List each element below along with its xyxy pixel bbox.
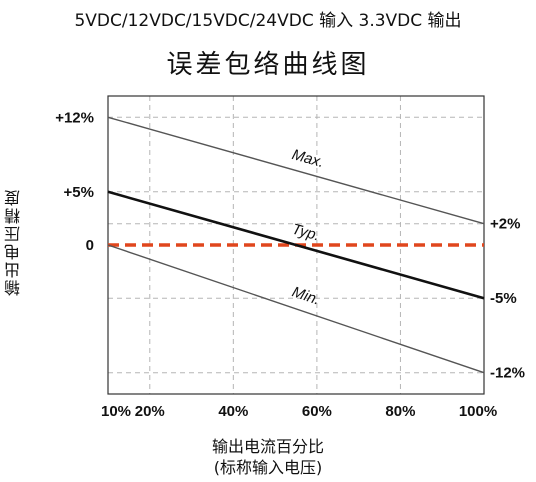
x-axis-label-line2: (标称输入电压) [213, 458, 323, 477]
y-tick-label-left: +12% [55, 109, 94, 126]
x-tick-label: 60% [302, 403, 332, 420]
x-tick-label: 80% [385, 403, 415, 420]
x-axis-label-line1: 输出电流百分比 [211, 437, 324, 456]
series-line-typ [107, 190, 485, 300]
y-tick-label-left: 0 [86, 237, 94, 254]
x-tick-label: 100% [459, 403, 497, 420]
series-line-max [107, 116, 485, 225]
y-tick-label-right: +2% [490, 216, 520, 233]
series-line-min [107, 244, 485, 374]
x-tick-label: 20% [135, 403, 165, 420]
x-tick-label: 10% [101, 403, 131, 420]
x-axis-label: 输出电流百分比 (标称输入电压) [0, 436, 536, 478]
chart-series: Max.Typ.Min. [107, 116, 485, 374]
series-label-max: Max. [290, 146, 326, 171]
y-tick-label-right: -12% [490, 365, 525, 382]
series-label-typ: Typ. [290, 221, 322, 245]
chart-title: 误差包络曲线图 [166, 50, 370, 80]
y-tick-label-left: +5% [64, 184, 94, 201]
y-tick-label-right: -5% [490, 290, 517, 307]
chart-header: 5VDC/12VDC/15VDC/24VDC 输入 3.3VDC 输出 [74, 11, 462, 31]
x-tick-label: 40% [218, 403, 248, 420]
chart-ticks: 10% 20% 40% 60% 80% 100% +12% +5% 0 +2% -5% -12% [55, 109, 525, 420]
